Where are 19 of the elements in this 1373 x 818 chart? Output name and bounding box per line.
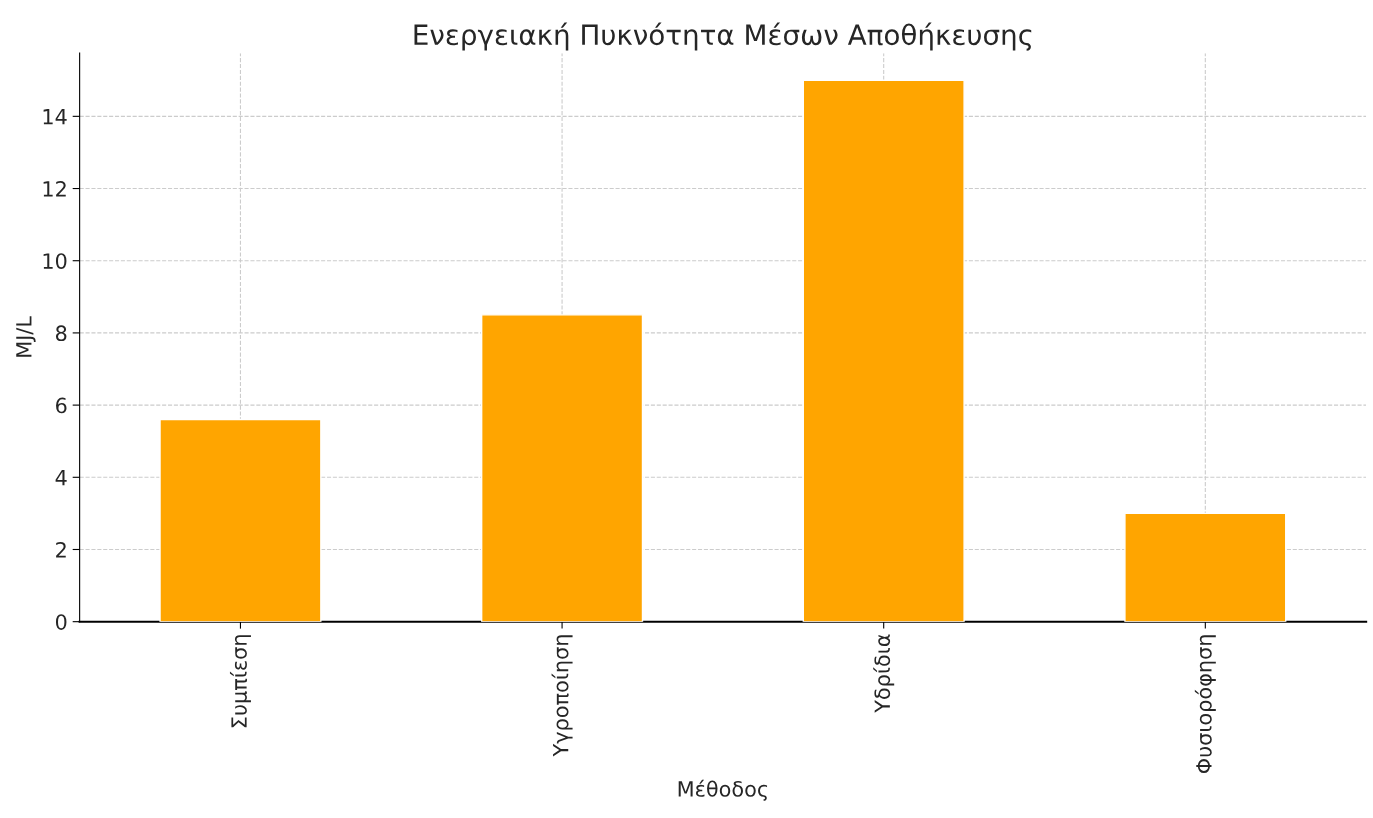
x-tick-label: Συμπίεση <box>229 635 251 728</box>
bar <box>1124 512 1287 622</box>
x-axis-title: Μέθοδος <box>678 779 768 801</box>
y-tick-label: 0 <box>55 614 67 630</box>
x-tick-label: Υδρίδια <box>873 634 895 713</box>
y-tick-label: 8 <box>55 325 67 342</box>
y-tick-label: 4 <box>55 470 67 486</box>
y-tick-label: 6 <box>56 397 67 414</box>
y-tick-label: 2 <box>56 541 66 558</box>
bar <box>480 314 644 622</box>
y-tick-label: 14 <box>43 109 67 125</box>
bar <box>159 418 322 622</box>
bar <box>802 79 965 622</box>
chart-title: Ενεργειακή Πυκνότητα Μέσων Αποθήκευσης <box>414 22 1032 51</box>
y-tick-label: 12 <box>43 180 66 197</box>
x-tick-label: Φυσιορόφηση <box>1194 635 1216 774</box>
y-tick-label: 10 <box>43 253 67 269</box>
y-axis-title: MJ/L <box>16 316 36 357</box>
x-tick-label: Υγροποίηση <box>551 635 573 757</box>
